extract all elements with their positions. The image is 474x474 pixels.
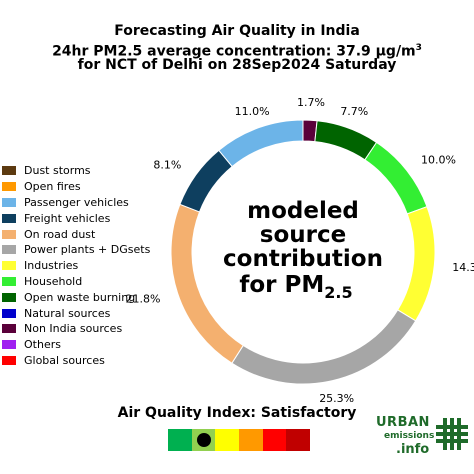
aqi-title: Air Quality Index: Satisfactory xyxy=(117,405,357,421)
aqi-scale-cell xyxy=(286,429,311,451)
legend-item: Power plants + DGsets xyxy=(2,242,150,258)
legend-swatch xyxy=(2,261,16,271)
donut-slice xyxy=(314,120,378,161)
aqi-scale-cell xyxy=(262,429,287,451)
legend-item: Freight vehicles xyxy=(2,210,150,226)
legend-swatch xyxy=(2,197,16,207)
chart-subtitle-location: for NCT of Delhi on 28Sep2024 Saturday xyxy=(77,57,397,73)
legend-label: Passenger vehicles xyxy=(24,195,129,209)
donut-slice xyxy=(179,149,233,213)
legend-item: Others xyxy=(2,337,150,353)
legend-item: Household xyxy=(2,274,150,290)
center-label-line2: source xyxy=(260,222,346,248)
legend-item: Global sources xyxy=(2,353,150,369)
logo-line3: .info xyxy=(396,442,430,457)
legend-swatch xyxy=(2,245,16,255)
slice-label: 10.0% xyxy=(421,153,456,166)
aqi-scale-cell xyxy=(239,429,263,451)
legend-label: Global sources xyxy=(24,353,105,367)
legend-swatch xyxy=(2,276,16,286)
donut-slice xyxy=(231,309,417,385)
legend-label: Others xyxy=(24,338,61,352)
legend-swatch xyxy=(2,355,16,365)
legend-item: Non India sources xyxy=(2,321,150,337)
hash-grid-icon xyxy=(436,418,468,450)
legend-item: Dust storms xyxy=(2,163,150,179)
donut-slice xyxy=(364,141,428,215)
legend-label: Industries xyxy=(24,259,79,273)
center-label-main: for PM xyxy=(239,272,324,298)
logo-line1: URBAN xyxy=(376,415,430,430)
legend-label: Dust storms xyxy=(24,164,91,178)
chart-subtitle: 24hr PM2.5 average concentration: 37.9 µ… xyxy=(0,39,474,61)
legend-label: Natural sources xyxy=(24,306,111,320)
legend-item: On road dust xyxy=(2,226,150,242)
legend-swatch xyxy=(2,229,16,239)
legend-swatch xyxy=(2,324,16,334)
slice-label: 1.7% xyxy=(297,96,325,109)
urbanemissions-logo: URBAN emissions .info xyxy=(376,415,468,461)
donut-slice xyxy=(218,119,304,168)
donut-slice xyxy=(170,203,244,364)
slice-label: 14.3% xyxy=(452,261,474,274)
donut-slices xyxy=(170,119,436,385)
slice-labels: 1.7% 7.7% 10.0% 14.3% 25.3% 21.8% 8.1% 11.0% xyxy=(125,96,474,405)
subtitle-superscript: 3 xyxy=(415,43,422,53)
legend-item: Natural sources xyxy=(2,305,150,321)
center-label-line4: for PM2.5 xyxy=(239,272,352,302)
logo-line2: emissions xyxy=(384,431,435,441)
legend-swatch xyxy=(2,340,16,350)
chart-title: Forecasting Air Quality in India xyxy=(114,23,360,39)
legend-label: On road dust xyxy=(24,227,96,241)
aqi-scale-cell xyxy=(215,429,240,451)
slice-label: 25.3% xyxy=(319,392,354,405)
aqi-marker-dot xyxy=(196,433,211,447)
legend-swatch xyxy=(2,182,16,192)
donut-slice xyxy=(397,206,436,322)
aqi-scale-cell xyxy=(168,429,192,451)
subtitle-text: 24hr PM2.5 average concentration: 37.9 µ… xyxy=(52,43,416,60)
legend: Dust storms Open fires Passenger vehicles F… xyxy=(2,163,150,368)
center-label-sub: 2.5 xyxy=(324,283,352,302)
legend-label: Open waste burning xyxy=(24,290,136,304)
legend-swatch xyxy=(2,213,16,223)
center-label-line1: modeled xyxy=(247,198,359,224)
slice-label: 11.0% xyxy=(235,105,270,118)
legend-swatch xyxy=(2,292,16,302)
aqi-scale xyxy=(168,429,311,451)
legend-label: Power plants + DGsets xyxy=(24,243,151,257)
legend-label: Freight vehicles xyxy=(24,211,111,225)
legend-label: Household xyxy=(24,274,83,288)
legend-item: Open fires xyxy=(2,179,150,195)
legend-label: Open fires xyxy=(24,180,81,194)
legend-item: Industries xyxy=(2,258,150,274)
legend-label: Non India sources xyxy=(24,322,123,336)
legend-item: Passenger vehicles xyxy=(2,195,150,211)
slice-label: 8.1% xyxy=(153,158,181,171)
legend-item: Open waste burning xyxy=(2,289,150,305)
aqi-scale-cell xyxy=(191,429,216,451)
slice-label: 7.7% xyxy=(340,105,368,118)
legend-swatch xyxy=(2,166,16,176)
slice-label: 21.8% xyxy=(125,293,160,306)
center-label-line3: contribution xyxy=(223,246,383,272)
legend-swatch xyxy=(2,308,16,318)
